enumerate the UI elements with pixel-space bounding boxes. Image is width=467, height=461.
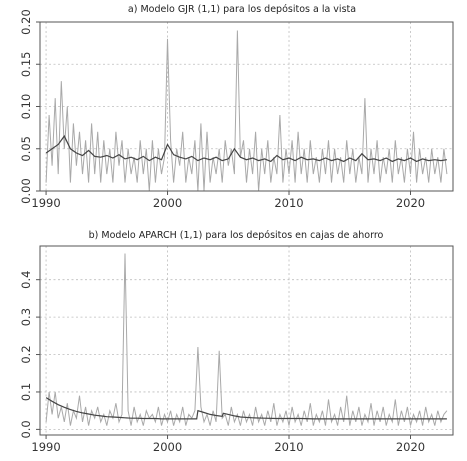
panel-a-y-tick-label-0: 0.00 <box>19 178 33 204</box>
panel-b-y-tick-label-1: 0.1 <box>19 383 33 401</box>
panel-a-x-tick-label-3: 2020 <box>396 196 425 210</box>
panel-a-series-observed <box>45 30 448 192</box>
panel-b: b) Modelo APARCH (1,1) para los depósito… <box>19 230 454 454</box>
panel-a-x-tick-label-2: 2010 <box>274 196 303 210</box>
panel-a-series-fitted <box>45 134 447 163</box>
panel-b-y-tick-label-2: 0.2 <box>19 345 33 363</box>
panel-a-x-tick-label-1: 2000 <box>153 196 182 210</box>
panel-b-x-tick-label-3: 2020 <box>396 440 425 454</box>
panel-a: a) Modelo GJR (1,1) para los depósitos a… <box>19 4 454 210</box>
panel-b-plot-frame <box>39 245 454 436</box>
panel-b-title: b) Modelo APARCH (1,1) para los depósito… <box>89 230 384 241</box>
panel-b-series-observed <box>45 253 448 426</box>
panel-a-title: a) Modelo GJR (1,1) para los depósitos a… <box>128 4 356 15</box>
panel-a-y-tick-label-1: 0.05 <box>19 136 33 162</box>
panel-b-series-fitted <box>45 397 447 420</box>
panel-b-y-tick-label-3: 0.3 <box>19 308 33 326</box>
panel-b-x-tick-label-2: 2010 <box>274 440 303 454</box>
panel-a-y-tick-label-4: 0.20 <box>19 9 33 35</box>
panel-b-y-tick-label-0: 0.0 <box>19 420 33 438</box>
panel-b-x-tick-label-1: 2000 <box>153 440 182 454</box>
panel-b-y-tick-label-4: 0.4 <box>19 271 33 289</box>
panel-a-y-tick-label-3: 0.15 <box>19 51 33 77</box>
panel-a-y-tick-label-2: 0.10 <box>19 94 33 120</box>
panel-a-x-tick-label-0: 1990 <box>31 196 60 210</box>
panel-b-x-tick-label-0: 1990 <box>31 440 60 454</box>
